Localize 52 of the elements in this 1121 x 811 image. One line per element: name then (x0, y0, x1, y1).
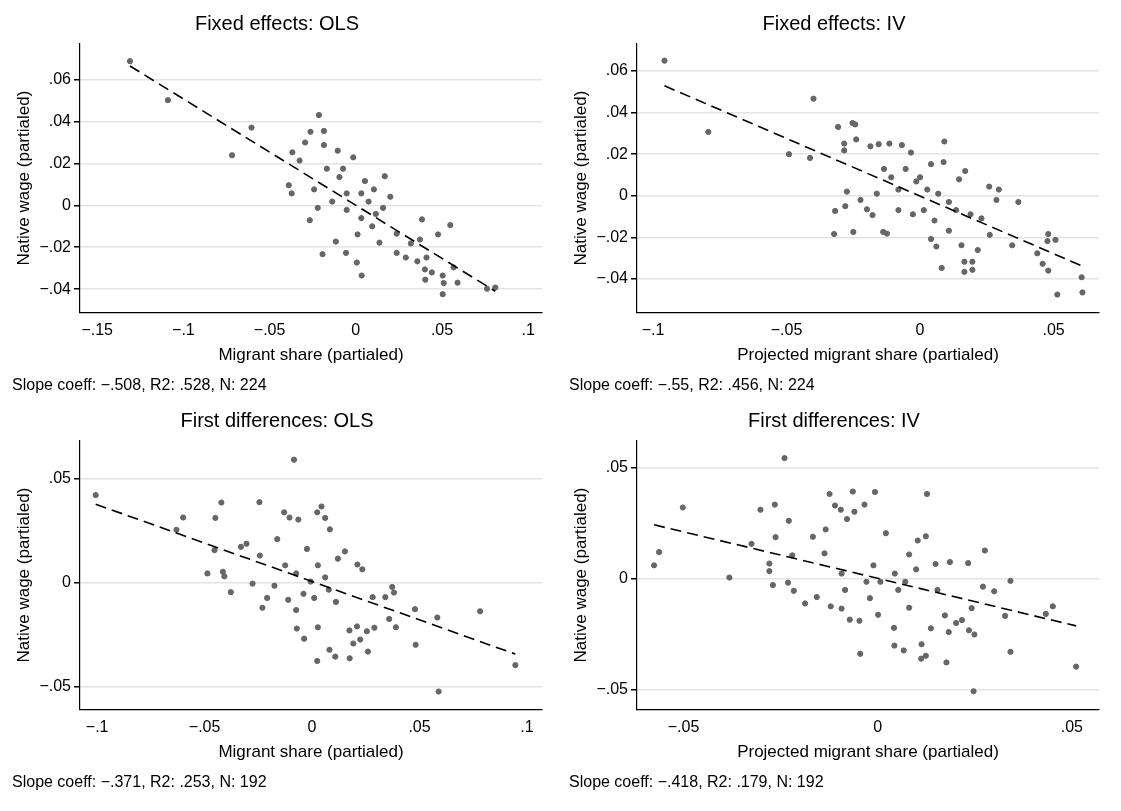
x-tick-label: −.05 (667, 718, 700, 736)
x-tick-label: 0 (351, 321, 361, 339)
y-axis-title: Native wage (partialed) (13, 487, 33, 663)
x-axis-title: Migrant share (partialed) (218, 742, 404, 762)
x-tick-label: 0 (915, 321, 925, 339)
y-tick-label: −.05 (39, 676, 72, 694)
x-tick-label: 0 (873, 718, 883, 736)
x-axis-title: Projected migrant share (partialed) (737, 345, 999, 365)
y-tick-label: .02 (48, 153, 72, 171)
x-tick-label: −.05 (253, 321, 286, 339)
x-tick-label: −.1 (172, 321, 195, 339)
y-tick-label: .02 (605, 144, 629, 162)
chart-title: Fixed effects: IV (762, 11, 907, 34)
x-tick-label: .05 (430, 321, 454, 339)
chart-title: Fixed effects: OLS (194, 11, 360, 34)
y-tick-label: .06 (605, 61, 629, 79)
x-tick-label: .05 (1060, 718, 1084, 736)
x-tick-label: −.1 (641, 321, 665, 339)
x-tick-label: −.1 (85, 718, 109, 736)
y-tick-label: 0 (62, 572, 72, 590)
y-tick-label: .05 (605, 458, 629, 475)
y-tick-label: .04 (48, 111, 72, 129)
chart-title: First differences: IV (748, 408, 921, 431)
x-tick-label: .1 (520, 718, 534, 736)
chart-title: First differences: OLS (180, 408, 374, 431)
y-tick-label: .05 (48, 468, 72, 486)
text: Slope coeff: −.508, R2: .528, N: 224 (12, 375, 267, 393)
y-tick-label: −.05 (596, 679, 629, 697)
y-tick-label: −.04 (596, 269, 629, 287)
y-axis-title: Native wage (partialed) (570, 90, 590, 266)
y-axis-title: Native wage (partialed) (13, 90, 33, 266)
y-tick-label: −.02 (596, 227, 629, 245)
x-axis-title: Projected migrant share (partialed) (737, 742, 999, 762)
x-tick-label: −.05 (770, 321, 803, 339)
y-tick-label: −.04 (39, 279, 72, 297)
x-axis-title: Migrant share (partialed) (218, 345, 404, 365)
y-tick-label: .06 (48, 70, 72, 88)
y-tick-label: −.02 (39, 237, 72, 255)
y-tick-label: 0 (619, 568, 629, 586)
y-tick-label: 0 (619, 186, 629, 204)
x-tick-label: 0 (307, 718, 317, 736)
text: Slope coeff: −.418, R2: .179, N: 192 (569, 772, 824, 790)
y-axis-title: Native wage (partialed) (570, 487, 590, 663)
x-tick-label: −.15 (81, 321, 114, 339)
text: Slope coeff: −.371, R2: .253, N: 192 (12, 772, 267, 790)
y-tick-label: .04 (605, 103, 629, 121)
x-tick-label: −.05 (188, 718, 221, 736)
x-tick-label: .1 (521, 321, 535, 339)
x-tick-label: .05 (408, 718, 431, 736)
y-tick-label: 0 (62, 195, 72, 213)
text: Slope coeff: −.55, R2: .456, N: 224 (569, 375, 815, 393)
x-tick-label: .05 (1042, 321, 1065, 339)
